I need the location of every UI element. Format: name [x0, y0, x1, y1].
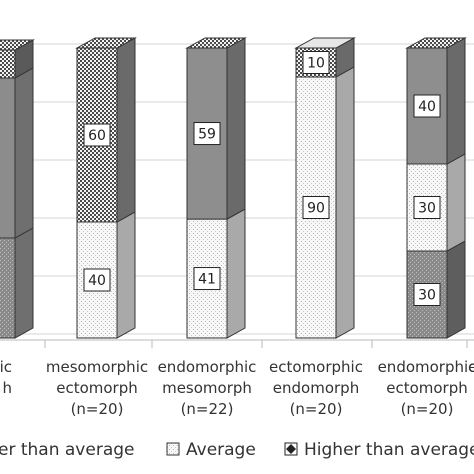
legend-swatch-higher-mark [286, 444, 296, 454]
bar-top [75, 37, 137, 49]
bar-endo_ecto: 30 30 40 [405, 37, 467, 339]
category-label-line: (n=22) [181, 400, 234, 418]
legend-label-average: Average [186, 440, 256, 460]
data-label: 41 [198, 272, 216, 288]
legend-swatch-average [166, 442, 180, 456]
category-label-line: e [468, 358, 474, 376]
bar-segment [0, 237, 16, 339]
category-label-line: (n=20) [401, 400, 454, 418]
bar-ecto_endo: 90 10 [294, 37, 356, 339]
data-label-box [413, 283, 441, 306]
data-label: 30 [418, 288, 436, 304]
bar-segment-side [446, 240, 466, 339]
legend-label-higher: Higher than average [304, 440, 474, 460]
category-label-line: endomorph [273, 379, 359, 397]
bar-segment [0, 77, 16, 239]
category-label-line: ectomorphic [269, 358, 363, 376]
category-label-line: (n=20) [71, 400, 124, 418]
data-label: 90 [307, 201, 325, 217]
data-label-box [193, 122, 221, 146]
bar-segment-side [116, 37, 136, 223]
data-label: 60 [88, 128, 106, 144]
data-label: 40 [88, 273, 106, 289]
bar-top [294, 37, 356, 49]
legend-label-lower: er than average [0, 440, 134, 460]
bar-segment-side [14, 227, 34, 339]
data-label-box [83, 268, 111, 292]
data-label-box [83, 123, 111, 147]
data-label: 10 [307, 56, 325, 72]
legend: er than average Average Higher than averag… [0, 440, 474, 460]
data-label-box [413, 94, 441, 118]
bar-segment-side [446, 153, 466, 252]
category-label-line: mesomorph [162, 379, 252, 397]
bar-top [405, 37, 467, 49]
category-label-line: (n=20) [290, 400, 343, 418]
category-label-line: endomorphic [158, 358, 257, 376]
bar-segment-side [335, 66, 355, 339]
category-label-line: ectomorph [56, 379, 138, 397]
bar-segment [0, 49, 16, 79]
category-label-line: mesomorphic [46, 358, 148, 376]
category-label-line: ectomorph [386, 379, 468, 397]
category-label-line: endomorphic [378, 358, 474, 376]
data-label-box [302, 196, 330, 219]
data-label-box [302, 51, 330, 74]
bar-top [185, 37, 247, 49]
data-label: 30 [418, 201, 436, 217]
bar-endo_meso: 41 59 [185, 37, 247, 339]
data-label: 59 [198, 127, 216, 143]
bar-segment-side [14, 67, 34, 239]
bar-meso_ecto: 40 60 [75, 37, 137, 339]
category-label-line: h [2, 379, 12, 397]
bars: 40 60 41 59 90 10 30 30 40 [0, 37, 467, 339]
category-label-line: ic [0, 358, 12, 376]
category-labels: ic h mesomorphic ectomorph (n=20) endomorphic… [0, 358, 474, 418]
data-label-box [413, 196, 441, 219]
data-label-box [193, 267, 221, 291]
bar-segment-side [226, 37, 246, 220]
partial-bar [0, 39, 35, 339]
data-label: 40 [418, 99, 436, 115]
bar-segment-side [116, 211, 136, 339]
bar-segment-side [446, 37, 466, 165]
bar-top [0, 39, 35, 51]
bar-segment-side [226, 208, 246, 339]
